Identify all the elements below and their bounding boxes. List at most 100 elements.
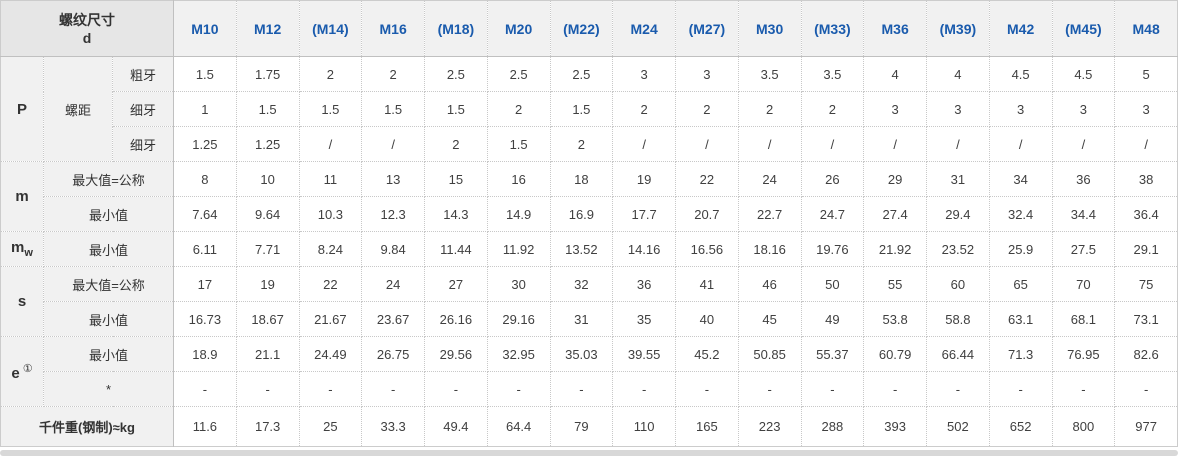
column-header-M16[interactable]: M16 [361, 0, 425, 57]
value-cell: 2.5 [549, 56, 614, 92]
value-cell: 4.5 [1051, 56, 1116, 92]
value-cell: 16 [486, 161, 551, 197]
value-cell: 9.84 [361, 231, 425, 267]
table-header: 螺纹尺寸 d M10 M12 (M14) M16 (M18) M20 (M22) M24 (M2… [0, 0, 1178, 57]
column-header-M42[interactable]: M42 [988, 0, 1053, 57]
value-cell: 18.67 [235, 301, 300, 337]
value-cell: 2.5 [424, 56, 488, 92]
column-header-M30[interactable]: M30 [737, 0, 802, 57]
value-cell: 65 [988, 266, 1053, 302]
value-cell: 11 [298, 161, 363, 197]
value-cell: 38 [1114, 161, 1178, 197]
value-cell: 24.49 [298, 336, 363, 372]
value-cell: 9.64 [235, 196, 300, 232]
value-cell: 19 [235, 266, 300, 302]
value-cell: 10 [235, 161, 300, 197]
column-header-M33[interactable]: (M33) [800, 0, 865, 57]
column-header-M39[interactable]: (M39) [926, 0, 990, 57]
thread-size-label: 螺纹尺寸 [59, 11, 115, 28]
value-cell: 23.52 [926, 231, 990, 267]
value-cell: 32.95 [486, 336, 551, 372]
value-cell: 66.44 [926, 336, 990, 372]
value-cell: 35.03 [549, 336, 614, 372]
column-header-M14[interactable]: (M14) [298, 0, 363, 57]
value-cell: 25.9 [988, 231, 1053, 267]
value-cell: - [988, 371, 1053, 407]
column-header-M20[interactable]: M20 [486, 0, 551, 57]
row-group-s: s [0, 266, 44, 337]
column-header-M45[interactable]: (M45) [1051, 0, 1116, 57]
value-cell: 1.5 [235, 91, 300, 127]
value-cell: 2 [549, 126, 614, 162]
header-row: 螺纹尺寸 d M10 M12 (M14) M16 (M18) M20 (M22) M24 (M2… [0, 0, 1178, 57]
value-cell: 49.4 [424, 406, 488, 447]
value-cell: 29.1 [1114, 231, 1178, 267]
value-cell: 35 [612, 301, 676, 337]
value-cell: / [800, 126, 865, 162]
column-header-M22[interactable]: (M22) [549, 0, 614, 57]
value-cell: 29 [863, 161, 927, 197]
value-cell: - [863, 371, 927, 407]
value-cell: / [1051, 126, 1116, 162]
table-row: * - - - - - - - - - - - - - - - - [1, 371, 1178, 407]
value-cell: - [737, 371, 802, 407]
value-cell: - [486, 371, 551, 407]
table-row: 细牙 1 1.5 1.5 1.5 1.5 2 1.5 2 2 2 2 3 3 3 3 3 [1, 91, 1178, 127]
column-header-M18[interactable]: (M18) [424, 0, 488, 57]
value-cell: - [549, 371, 614, 407]
value-cell: 29.4 [926, 196, 990, 232]
value-cell: 2 [298, 56, 363, 92]
value-cell: / [863, 126, 927, 162]
value-cell: 70 [1051, 266, 1116, 302]
value-cell: 55 [863, 266, 927, 302]
value-cell: 14.3 [424, 196, 488, 232]
value-cell: 16.73 [173, 301, 237, 337]
value-cell: 1.5 [424, 91, 488, 127]
column-header-M12[interactable]: M12 [235, 0, 300, 57]
value-cell: 24.7 [800, 196, 865, 232]
value-cell: 1.5 [173, 56, 237, 92]
value-cell: 16.56 [675, 231, 739, 267]
row-label: 最小值 [43, 231, 174, 267]
horizontal-scrollbar[interactable] [0, 450, 1178, 456]
value-cell: 4 [863, 56, 927, 92]
value-cell: 1.5 [549, 91, 614, 127]
row-group-P: P [0, 56, 44, 162]
value-cell: 2 [486, 91, 551, 127]
column-header-M36[interactable]: M36 [863, 0, 927, 57]
value-cell: 49 [800, 301, 865, 337]
table-row: 细牙 1.25 1.25//2 1.5 2// / / / / / / / [1, 126, 1178, 162]
value-cell: 26.75 [361, 336, 425, 372]
value-cell: 22.7 [737, 196, 802, 232]
value-cell: 17 [173, 266, 237, 302]
value-cell: 20.7 [675, 196, 739, 232]
row-group-P-mid-label: 螺距 [43, 56, 113, 162]
value-cell: 50.85 [737, 336, 802, 372]
value-cell: - [424, 371, 488, 407]
value-cell: 40 [675, 301, 739, 337]
value-cell: 15 [424, 161, 488, 197]
value-cell: 82.6 [1114, 336, 1178, 372]
row-label: 最小值 [43, 301, 174, 337]
value-cell: 13.52 [549, 231, 614, 267]
thread-size-symbol: d [82, 29, 92, 46]
value-cell: 30 [486, 266, 551, 302]
value-cell: 24 [737, 161, 802, 197]
row-label: 最大值=公称 [43, 161, 174, 197]
value-cell: 12.3 [361, 196, 425, 232]
value-cell: 2 [737, 91, 802, 127]
value-cell: 3 [988, 91, 1053, 127]
value-cell: 288 [800, 406, 865, 447]
value-cell: 21.92 [863, 231, 927, 267]
value-cell: 76.95 [1051, 336, 1116, 372]
column-header-M27[interactable]: (M27) [675, 0, 739, 57]
table-row: 最小值 7.64 9.64 10.3 12.3 14.3 14.9 16.9 17.7 20.7 2… [1, 196, 1178, 232]
value-cell: 11.92 [486, 231, 551, 267]
value-cell: 21.67 [298, 301, 363, 337]
value-cell: 36 [1051, 161, 1116, 197]
column-header-M24[interactable]: M24 [612, 0, 676, 57]
column-header-M10[interactable]: M10 [173, 0, 237, 57]
column-header-M48[interactable]: M48 [1114, 0, 1178, 57]
value-cell: 4 [926, 56, 990, 92]
